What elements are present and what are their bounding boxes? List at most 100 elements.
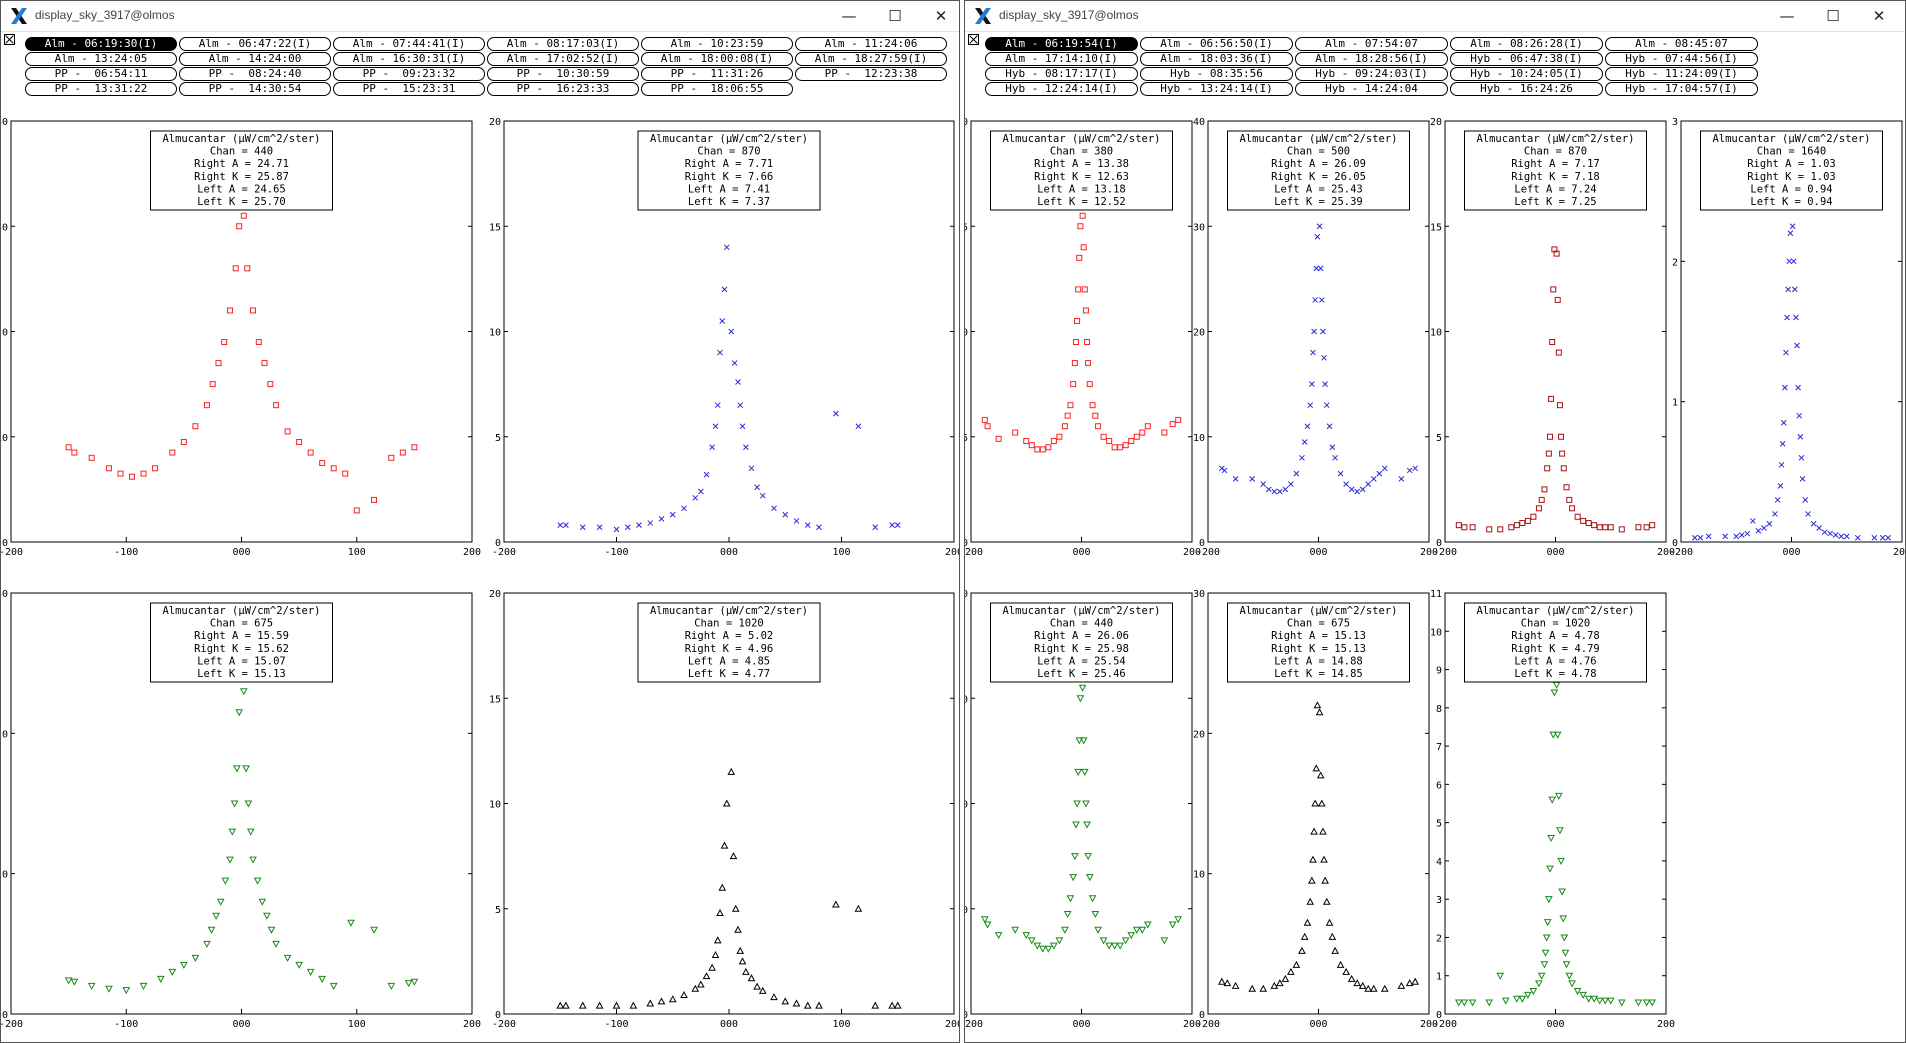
data-point: [239, 688, 248, 696]
dataset-button[interactable]: Alm - 07:54:07: [1295, 37, 1448, 51]
data-point: [1080, 244, 1087, 251]
data-point: [255, 339, 262, 346]
x-tick-label: 000: [1546, 1019, 1564, 1030]
y-tick-label: 0: [2, 1010, 8, 1021]
data-point: [236, 223, 243, 230]
data-point: [1569, 505, 1576, 512]
data-point: [1755, 527, 1762, 534]
dataset-button[interactable]: Hyb - 13:24:14(I): [1140, 82, 1293, 96]
title-bar[interactable]: display_sky_3917@olmos — ☐ ✕: [1, 1, 959, 32]
title-bar[interactable]: display_sky_3917@olmos — ☐ ✕: [965, 1, 1905, 32]
y-tick-label: 20: [1, 328, 8, 339]
dataset-button[interactable]: PP - 18:06:55: [641, 82, 793, 96]
dataset-button[interactable]: Alm - 08:17:03(I): [487, 37, 639, 51]
data-point: [1364, 984, 1373, 992]
dataset-button[interactable]: Hyb - 10:24:05(I): [1450, 67, 1603, 81]
dataset-button[interactable]: Hyb - 17:04:57(I): [1605, 82, 1758, 96]
data-point: [1585, 520, 1592, 527]
data-point: [727, 767, 736, 775]
data-point: [1105, 942, 1113, 950]
data-point: [1312, 764, 1321, 772]
data-point: [1317, 799, 1326, 807]
data-point: [1066, 895, 1075, 903]
data-point: [1328, 932, 1337, 940]
maximize-button[interactable]: ☐: [888, 7, 902, 25]
data-point: [1132, 926, 1141, 934]
data-point: [1518, 995, 1527, 1003]
data-point: [1617, 999, 1626, 1007]
dataset-button[interactable]: Alm - 08:26:28(I): [1450, 37, 1603, 51]
dataset-button[interactable]: Alm - 18:28:56(I): [1295, 52, 1448, 66]
dataset-button[interactable]: PP - 14:30:54: [179, 82, 331, 96]
dataset-button[interactable]: Alm - 06:19:30(I): [25, 37, 177, 51]
dataset-button[interactable]: Alm - 18:00:08(I): [641, 52, 793, 66]
dataset-button[interactable]: Hyb - 14:24:04: [1295, 82, 1448, 96]
minimize-button[interactable]: —: [1779, 7, 1795, 25]
data-point: [1044, 945, 1053, 953]
dataset-button[interactable]: Alm - 17:02:52(I): [487, 52, 639, 66]
y-tick-label: 20: [965, 800, 968, 811]
data-point: [1271, 488, 1278, 495]
data-point: [192, 423, 199, 430]
x-tick-label: -200: [1, 547, 23, 558]
data-point: [307, 449, 314, 456]
dataset-button[interactable]: Alm - 06:56:50(I): [1140, 37, 1293, 51]
dataset-button[interactable]: Hyb - 08:17:17(I): [985, 67, 1138, 81]
data-point: [1281, 974, 1290, 982]
dataset-button[interactable]: Hyb - 16:24:26: [1450, 82, 1603, 96]
data-point: [612, 1001, 621, 1009]
data-point: [719, 318, 726, 324]
data-point: [1544, 465, 1551, 472]
dataset-button[interactable]: Alm - 08:45:07: [1605, 37, 1758, 51]
dataset-button[interactable]: PP - 16:23:33: [487, 82, 639, 96]
dataset-button[interactable]: PP - 09:23:32: [333, 67, 485, 81]
data-point: [1168, 921, 1177, 929]
close-button[interactable]: ✕: [934, 7, 948, 25]
dataset-button[interactable]: Alm - 07:44:41(I): [333, 37, 485, 51]
dataset-button[interactable]: Hyb - 07:44:56(I): [1605, 52, 1758, 66]
dataset-button[interactable]: Hyb - 11:24:09(I): [1605, 67, 1758, 81]
close-icon[interactable]: [968, 34, 979, 45]
data-point: [871, 1001, 880, 1009]
dataset-button[interactable]: PP - 11:31:26: [641, 67, 793, 81]
dataset-button[interactable]: PP - 12:23:38: [795, 67, 947, 81]
minimize-button[interactable]: —: [841, 7, 857, 25]
dataset-button[interactable]: Alm - 10:23:59: [641, 37, 793, 51]
dataset-button[interactable]: Hyb - 08:35:56: [1140, 67, 1293, 81]
dataset-button[interactable]: Alm - 18:27:59(I): [795, 52, 947, 66]
dataset-button[interactable]: PP - 06:54:11: [25, 67, 177, 81]
data-point: [759, 492, 766, 499]
data-point: [226, 307, 233, 314]
data-point: [1649, 522, 1656, 529]
dataset-button[interactable]: Alm - 06:47:22(I): [179, 37, 331, 51]
data-point: [1347, 974, 1356, 982]
data-point: [203, 940, 211, 948]
x11-app-icon: [975, 8, 991, 24]
close-button[interactable]: ✕: [1872, 7, 1886, 25]
legend-line: Left K = 14.85: [1274, 668, 1363, 680]
dataset-button[interactable]: Alm - 06:19:54(I): [985, 37, 1138, 51]
dataset-button[interactable]: PP - 13:31:22: [25, 82, 177, 96]
dataset-button[interactable]: Alm - 13:24:05: [25, 52, 177, 66]
dataset-button[interactable]: PP - 15:23:31: [333, 82, 485, 96]
data-point: [1580, 517, 1587, 524]
data-point: [1121, 937, 1130, 945]
dataset-button[interactable]: Alm - 17:14:10(I): [985, 52, 1138, 66]
y-tick-label: 30: [1, 222, 8, 233]
data-point: [1329, 444, 1336, 451]
dataset-button[interactable]: Hyb - 09:24:03(I): [1295, 67, 1448, 81]
data-point: [1541, 486, 1548, 493]
dataset-button[interactable]: Hyb - 06:47:38(I): [1450, 52, 1603, 66]
dataset-button[interactable]: Alm - 16:30:31(I): [333, 52, 485, 66]
dataset-button[interactable]: Hyb - 12:24:14(I): [985, 82, 1138, 96]
dataset-button[interactable]: Alm - 14:24:00: [179, 52, 331, 66]
data-point: [221, 877, 230, 885]
data-point: [981, 416, 988, 423]
dataset-button[interactable]: PP - 10:30:59: [487, 67, 639, 81]
dataset-button[interactable]: Alm - 11:24:06: [795, 37, 947, 51]
dataset-button[interactable]: Alm - 18:03:36(I): [1140, 52, 1293, 66]
maximize-button[interactable]: ☐: [1826, 7, 1840, 25]
data-point: [1596, 524, 1603, 531]
close-icon[interactable]: [4, 34, 15, 45]
dataset-button[interactable]: PP - 08:24:40: [179, 67, 331, 81]
